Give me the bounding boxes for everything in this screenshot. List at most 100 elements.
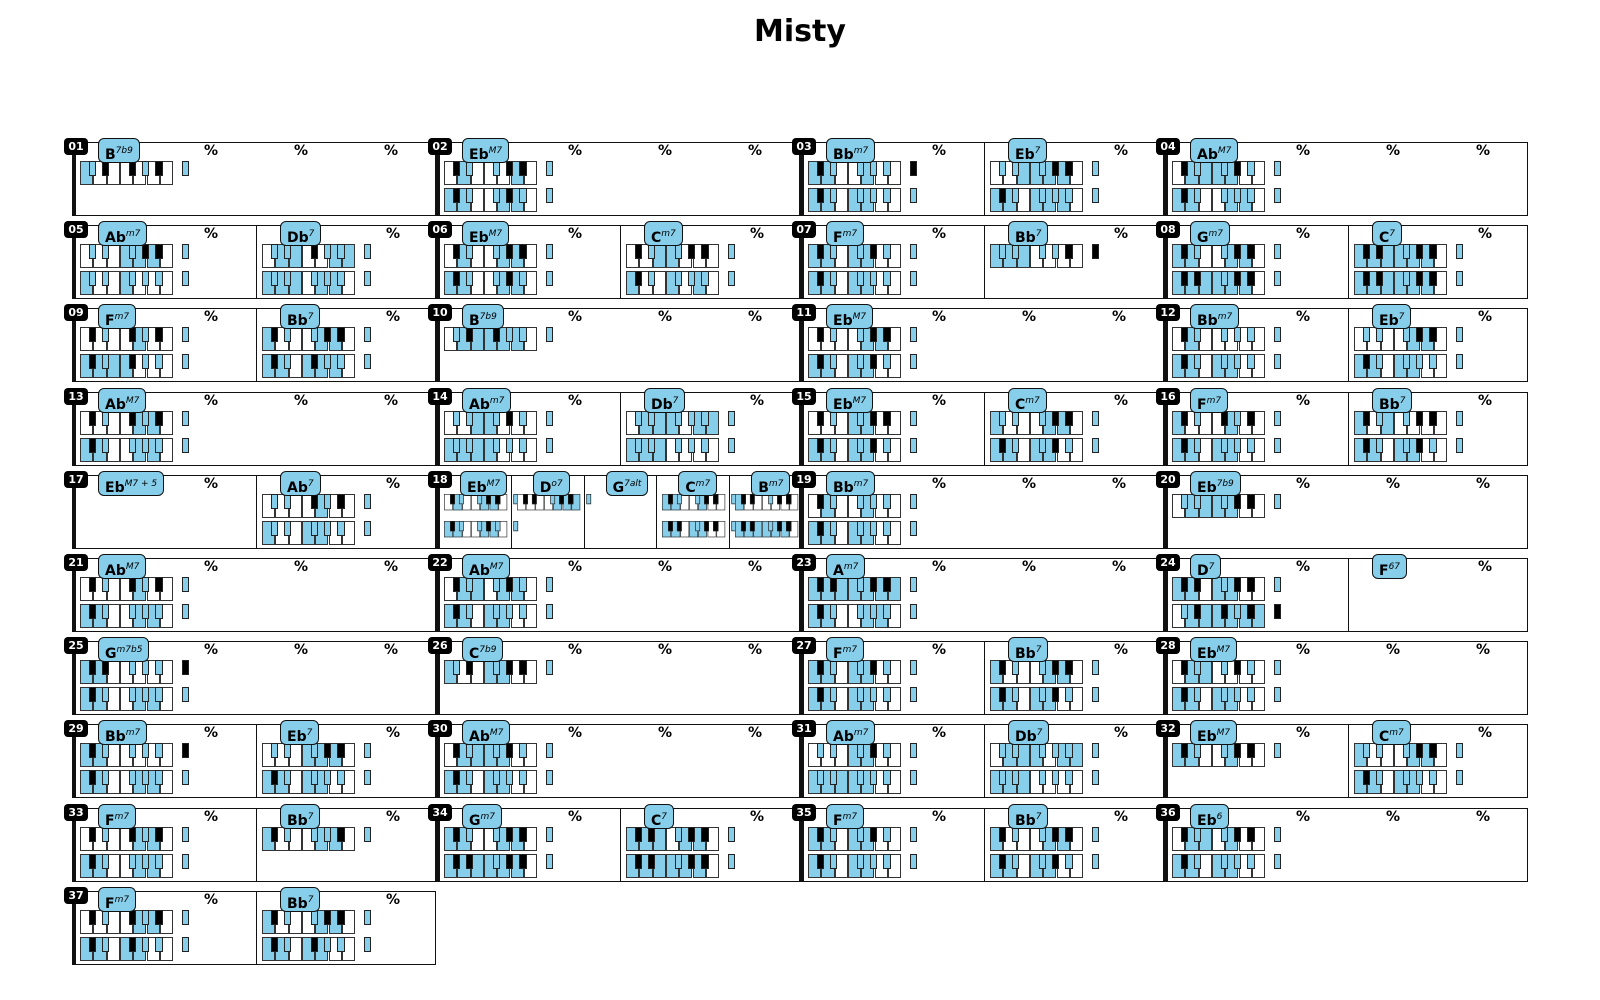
chord-symbol[interactable]: Fm7	[98, 304, 137, 330]
chord-symbol[interactable]: Abm7	[98, 221, 148, 247]
chord-symbol[interactable]: EbM7	[1190, 637, 1238, 663]
chord-symbol[interactable]: Gm7	[462, 803, 502, 829]
chord-symbol[interactable]: Fm7	[1190, 387, 1229, 413]
black-key	[687, 437, 696, 453]
chord-quality: 7	[1389, 229, 1396, 240]
chord-symbol[interactable]: Abm7	[462, 387, 512, 413]
chord-symbol[interactable]: F67	[1372, 554, 1408, 579]
repeat-mark: %	[1296, 808, 1311, 825]
chord-symbol[interactable]: AbM7	[98, 554, 147, 579]
chord-symbol[interactable]: Bbm7	[826, 470, 876, 496]
black-key	[155, 271, 163, 287]
chord-symbol[interactable]: Bbm7	[1190, 304, 1240, 330]
chord-symbol[interactable]: Do7	[532, 470, 570, 496]
black-key	[1415, 244, 1424, 260]
black-key	[1180, 604, 1189, 619]
chord-symbol[interactable]: Db7	[280, 221, 322, 247]
chord-symbol[interactable]: Fm7	[826, 637, 865, 663]
chord-symbol[interactable]: Bb7	[280, 304, 321, 330]
chord-symbol[interactable]: EbM7	[826, 387, 874, 413]
chord-symbol[interactable]: Bb7	[1008, 637, 1049, 663]
black-key	[1429, 410, 1437, 426]
chord-symbol[interactable]: Eb7b9	[1190, 470, 1241, 496]
chord-quality: m7b5	[116, 645, 143, 656]
chord-symbol[interactable]: EbM7	[826, 304, 874, 330]
chord-symbol[interactable]: Bb7	[280, 803, 321, 829]
keyboard-diagram	[626, 410, 736, 435]
chord-symbol[interactable]: AbM7	[462, 720, 511, 746]
chord-symbol[interactable]: Bbm7	[98, 720, 148, 746]
chord-symbol[interactable]: AbM7	[462, 554, 511, 579]
chord-symbol[interactable]: G7alt	[605, 470, 649, 496]
black-key	[909, 853, 918, 869]
chord-symbol[interactable]: Fm7	[98, 886, 137, 912]
beat-divider	[583, 475, 585, 548]
chord-symbol[interactable]: Eb7	[1372, 304, 1412, 330]
chord-symbol[interactable]: B7b9	[98, 138, 140, 163]
black-key	[1051, 853, 1060, 869]
chord-symbol[interactable]: Cm7	[678, 470, 718, 496]
beat-divider	[1348, 309, 1349, 382]
black-key	[998, 770, 1007, 786]
chord-symbol[interactable]: Bb7	[1008, 221, 1049, 247]
black-key	[1402, 271, 1411, 287]
chord-symbol[interactable]: C7	[1372, 221, 1403, 247]
black-key	[856, 853, 865, 869]
black-key	[545, 604, 554, 619]
measure: 19 Bbm7%%%	[792, 470, 1164, 549]
black-key	[713, 520, 719, 531]
black-key	[449, 493, 456, 504]
chord-symbol[interactable]: Eb6	[1190, 803, 1230, 829]
beat-divider	[256, 226, 257, 299]
black-key	[101, 437, 110, 453]
chord-symbol[interactable]: EbM7	[462, 138, 510, 163]
chord-symbol[interactable]: Eb7	[280, 720, 320, 746]
repeat-mark: %	[1022, 309, 1037, 326]
chord-quality: 7alt	[624, 478, 642, 489]
chord-symbol[interactable]: D7	[1190, 554, 1222, 579]
black-key	[141, 271, 150, 287]
chord-symbol[interactable]: Bbm7	[826, 138, 876, 163]
repeat-mark: %	[568, 392, 583, 409]
keyboard-diagram	[444, 826, 554, 851]
chord-symbol[interactable]: AbM7	[1190, 138, 1239, 163]
chord-root: Ab	[105, 230, 126, 247]
chord-symbol[interactable]: Fm7	[826, 221, 865, 247]
chord-symbol[interactable]: Gm7b5	[98, 637, 150, 663]
chord-symbol[interactable]: Ab7	[280, 470, 321, 496]
chord-symbol[interactable]: Gm7	[1190, 221, 1230, 247]
chord-symbol[interactable]: C7	[644, 803, 675, 829]
chord-symbol[interactable]: Abm7	[826, 720, 876, 746]
chord-symbol[interactable]: Eb7	[1008, 138, 1048, 163]
black-key	[1455, 437, 1464, 453]
chord-symbol[interactable]: Bb7	[1008, 803, 1049, 829]
black-key	[141, 909, 150, 925]
black-key	[88, 327, 97, 343]
chord-symbol[interactable]: EbM7	[462, 221, 510, 247]
chord-symbol[interactable]: Bb7	[1372, 387, 1413, 413]
chord-symbol[interactable]: Am7	[826, 554, 866, 579]
black-key	[869, 853, 878, 869]
chord-symbol[interactable]: EbM7	[1190, 720, 1238, 746]
chord-symbol[interactable]: B7b9	[462, 304, 504, 330]
chord-symbol[interactable]: Fm7	[98, 803, 137, 829]
black-key	[519, 660, 527, 676]
keyboard-diagram	[444, 410, 554, 435]
chord-symbol[interactable]: Bb7	[280, 886, 321, 912]
chord-symbol[interactable]: Cm7	[1372, 720, 1411, 746]
chord-symbol[interactable]: Bm7	[751, 470, 791, 496]
chord-symbol[interactable]: EbM7	[460, 470, 508, 496]
keyboard-diagram	[808, 520, 918, 545]
chord-symbol[interactable]: Cm7	[644, 221, 683, 247]
black-key	[519, 826, 527, 842]
chord-symbol[interactable]: Db7	[1008, 720, 1050, 746]
chord-symbol[interactable]: EbM7 + 5	[98, 470, 165, 496]
chord-quality: 7	[1035, 811, 1042, 822]
keyboard-diagram	[626, 271, 736, 296]
chord-symbol[interactable]: Cm7	[1008, 387, 1047, 413]
chord-symbol[interactable]: C7b9	[462, 637, 504, 663]
chord-symbol[interactable]: Db7	[644, 387, 686, 413]
chord-symbol[interactable]: AbM7	[98, 387, 147, 413]
black-key	[545, 410, 554, 426]
chord-symbol[interactable]: Fm7	[826, 803, 865, 829]
